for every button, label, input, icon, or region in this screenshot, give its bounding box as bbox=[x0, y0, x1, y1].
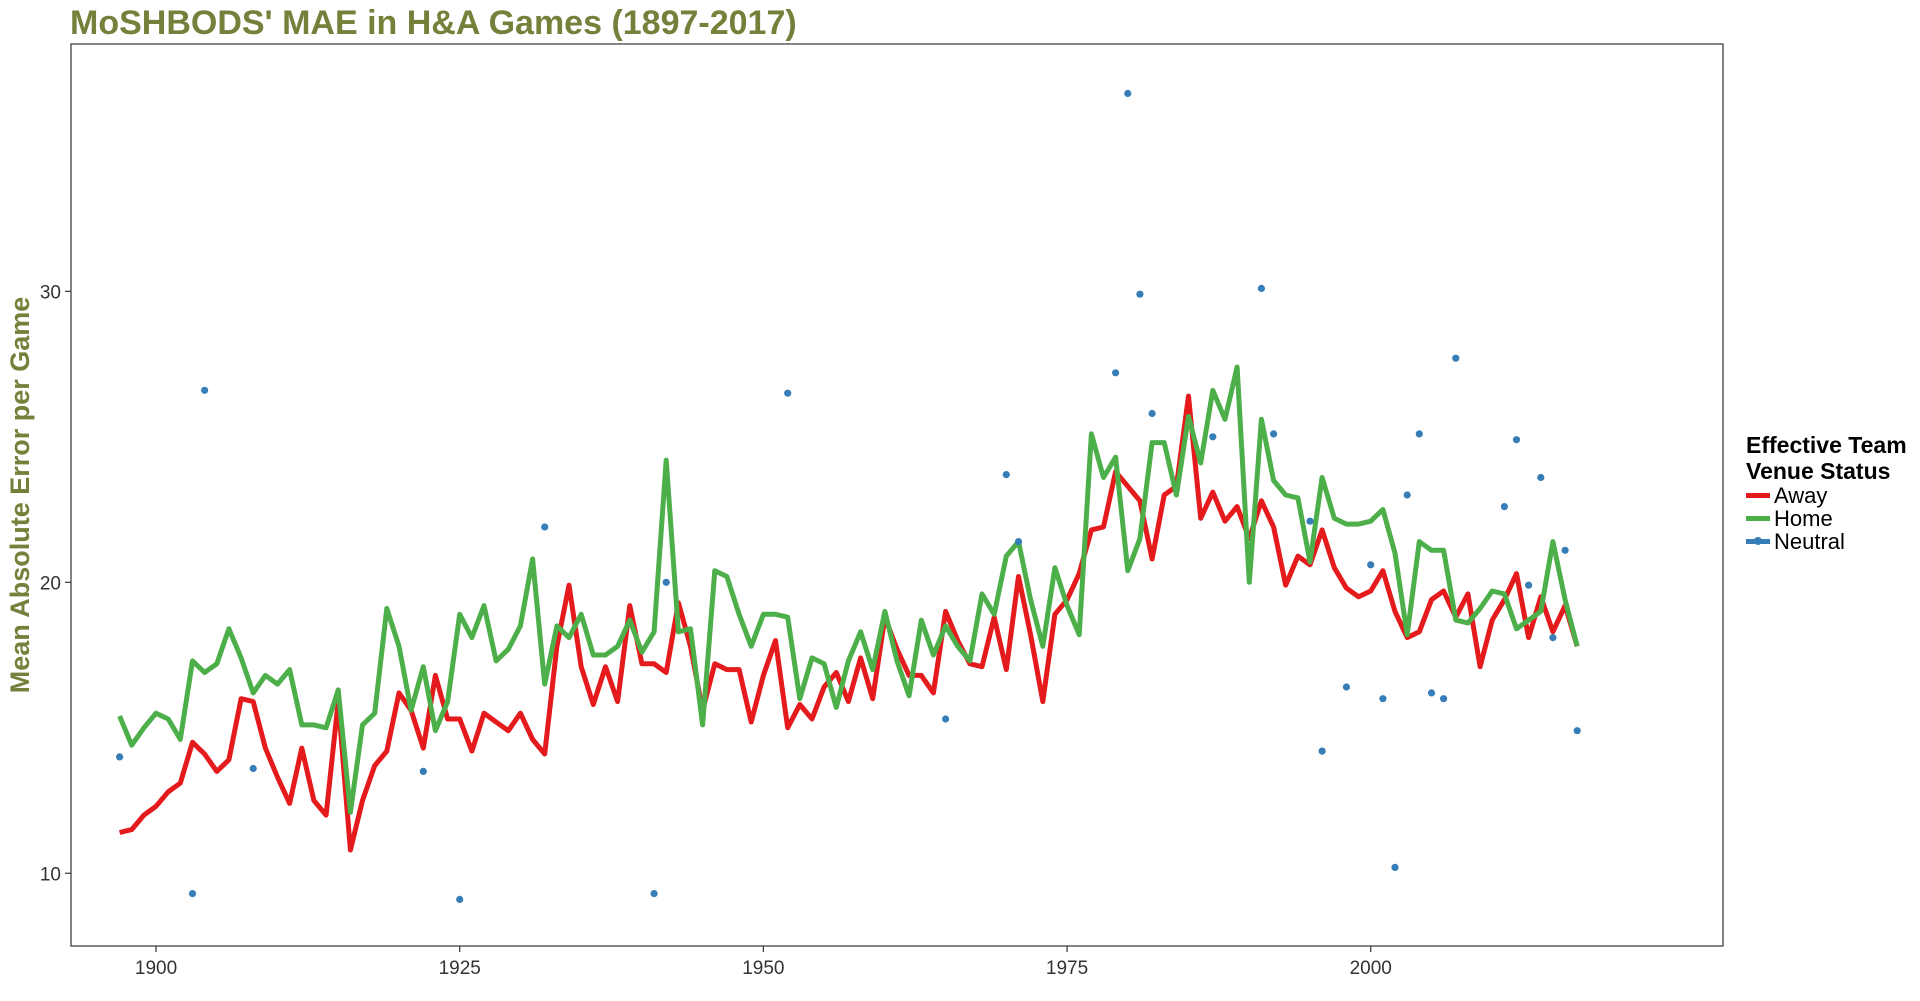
data-point-neutral bbox=[1573, 727, 1581, 735]
x-tick-label: 1950 bbox=[742, 958, 784, 979]
data-point-neutral bbox=[942, 715, 950, 723]
data-point-neutral bbox=[419, 767, 427, 776]
data-point-neutral bbox=[1561, 546, 1569, 554]
data-point-neutral bbox=[188, 890, 197, 898]
data-point-neutral bbox=[1002, 471, 1010, 479]
legend-title-line-2: Venue Status bbox=[1746, 458, 1891, 484]
data-point-neutral bbox=[1525, 581, 1533, 589]
data-point-neutral bbox=[1549, 634, 1557, 642]
data-point-neutral bbox=[1512, 436, 1521, 444]
y-axis-title: Mean Absolute Error per Game bbox=[5, 297, 35, 694]
y-tick-label: 10 bbox=[40, 864, 61, 885]
data-point-neutral bbox=[1403, 491, 1411, 499]
data-point-neutral bbox=[201, 386, 209, 394]
data-point-neutral bbox=[1391, 863, 1399, 872]
data-point-neutral bbox=[1112, 369, 1120, 377]
data-point-neutral bbox=[1537, 473, 1545, 482]
series-home bbox=[117, 364, 1580, 815]
data-point-neutral bbox=[456, 895, 464, 904]
legend-key-neutral bbox=[1746, 537, 1770, 545]
legend-item-home[interactable]: Home bbox=[1746, 505, 1920, 531]
y-tick-label: 20 bbox=[40, 573, 61, 594]
data-point-neutral bbox=[1415, 430, 1423, 438]
data-point-neutral bbox=[1148, 409, 1156, 418]
legend-label-home: Home bbox=[1774, 505, 1833, 531]
x-axis: 1900 1925 1950 1975 2000 bbox=[135, 946, 1392, 979]
legend-label-away: Away bbox=[1774, 482, 1828, 508]
legend-title-line-1: Effective Team bbox=[1746, 432, 1907, 458]
data-point-neutral bbox=[1379, 695, 1387, 703]
x-tick-label: 2000 bbox=[1350, 958, 1392, 979]
data-point-neutral bbox=[1318, 747, 1326, 755]
series-layer bbox=[116, 89, 1581, 904]
data-point-neutral bbox=[1342, 683, 1350, 691]
legend-label-neutral: Neutral bbox=[1774, 528, 1845, 554]
legend-key-home bbox=[1746, 516, 1770, 521]
data-point-neutral bbox=[116, 753, 124, 761]
data-point-neutral bbox=[541, 523, 549, 531]
legend-key-away bbox=[1746, 493, 1770, 498]
data-point-neutral bbox=[784, 389, 792, 397]
data-point-neutral bbox=[1367, 561, 1375, 569]
data-point-neutral bbox=[1452, 354, 1460, 362]
data-point-neutral bbox=[1500, 503, 1508, 511]
series-line-away bbox=[119, 393, 1580, 853]
legend-item-away[interactable]: Away bbox=[1746, 482, 1920, 508]
data-point-neutral bbox=[1427, 689, 1436, 697]
data-point-neutral bbox=[650, 890, 658, 898]
data-point-neutral bbox=[1270, 430, 1278, 438]
x-tick-label: 1925 bbox=[439, 958, 481, 979]
series-away bbox=[119, 393, 1580, 853]
data-point-neutral bbox=[1257, 284, 1265, 292]
data-point-neutral bbox=[1014, 538, 1023, 546]
legend-title: Effective Team Venue Status bbox=[1746, 432, 1920, 484]
data-point-neutral bbox=[1136, 290, 1144, 298]
data-point-neutral bbox=[1306, 517, 1314, 525]
legend-item-neutral[interactable]: Neutral bbox=[1746, 528, 1920, 554]
x-tick-label: 1900 bbox=[135, 958, 177, 979]
plot-panel bbox=[70, 43, 1724, 947]
data-point-neutral bbox=[662, 578, 670, 586]
data-point-neutral bbox=[1440, 695, 1448, 703]
y-axis: 10 20 30 bbox=[40, 282, 71, 885]
series-line-home bbox=[117, 364, 1580, 815]
legend: Effective Team Venue Status Away Home Ne… bbox=[1746, 432, 1920, 554]
y-tick-label: 30 bbox=[40, 282, 61, 303]
x-tick-label: 1975 bbox=[1046, 958, 1088, 979]
chart-title: MoSHBODS' MAE in H&A Games (1897-2017) bbox=[70, 4, 797, 42]
data-point-neutral bbox=[1209, 433, 1217, 441]
data-point-neutral bbox=[249, 764, 257, 773]
series-neutral bbox=[116, 89, 1581, 904]
data-point-neutral bbox=[1124, 89, 1132, 98]
